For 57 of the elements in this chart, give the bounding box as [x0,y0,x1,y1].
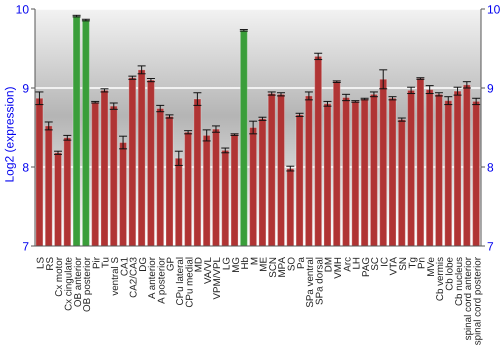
x-tick-label: MVe [426,256,437,277]
x-tick-label: LG [221,257,232,270]
x-tick-label: Pn [416,257,428,269]
y2-tick-label: 7 [487,239,494,254]
x-tick-label: CA1 [119,257,130,276]
x-tick-label: GP [166,256,177,272]
x-tick-label: LS [36,256,47,269]
x-tick-label: SC [370,257,382,271]
x-tick-label: SPa ventral [305,257,316,308]
x-tick-label: Cb vermis [435,256,446,302]
x-tick-label: PAG [360,257,372,277]
x-tick-label: Cb nucleus [454,256,465,306]
x-tick-label: MD [194,257,205,272]
x-tick-label: Tg [407,257,418,268]
y2-tick-label: 10 [487,2,500,16]
y-tick-label: 10 [16,2,30,16]
x-tick-label: IC [379,257,390,267]
x-tick-label: RS [44,256,56,271]
x-tick-label: Cb lobe [444,256,456,291]
x-tick-label: VTA [388,256,400,276]
x-tick-label: OB posterior [82,256,94,312]
x-tick-label: A posterior [156,256,168,304]
x-tick-label: Cx motor [54,256,66,297]
x-tick-label: spinal cord anterior [463,256,474,340]
x-tick-label: Pa [296,256,307,269]
x-tick-label: Cx cingulate [64,256,75,311]
x-tick-label: OB anterior [72,256,84,308]
y-tick-label: 7 [22,239,30,254]
x-tick-label: SCN [268,257,279,278]
x-tick-label: Arc [342,256,354,272]
y2-tick-label: 8 [487,160,494,174]
y-axis-title: Log2 (expression) [2,86,16,182]
x-tick-label: VPM/VPL [212,256,224,300]
x-tick-label: CPu medial [184,257,196,308]
x-tick-label: Pir [91,256,102,269]
y2-tick-label: 9 [487,81,494,96]
x-tick-label: Hb [240,256,252,270]
x-tick-label: ventral S [110,256,121,296]
x-tick-label: CA2/CA3 [128,256,140,298]
x-tick-label: MG [230,257,242,273]
y-tick-label: 9 [22,81,30,96]
x-tick-label: LH [352,257,363,270]
x-tick-label: A anterior [147,256,158,299]
x-tick-label: spinal cord posterior [472,256,484,346]
x-tick-label: MPA [277,256,288,278]
x-tick-label: VMH [332,257,344,279]
x-tick-label: SO [286,256,298,272]
x-tick-label: DM [324,257,335,272]
x-tick-label: Tu [100,257,112,268]
x-tick-label: SPa dorsal [314,257,326,305]
x-tick-label: SN [398,257,410,271]
x-tick-label: VA/VL [202,256,214,284]
y-tick-label: 8 [22,160,30,174]
x-tick-label: DG [138,257,149,272]
x-tick-label: M [249,257,260,266]
x-tick-label: CPu lateral [175,257,186,306]
x-tick-label: ME [258,256,270,272]
